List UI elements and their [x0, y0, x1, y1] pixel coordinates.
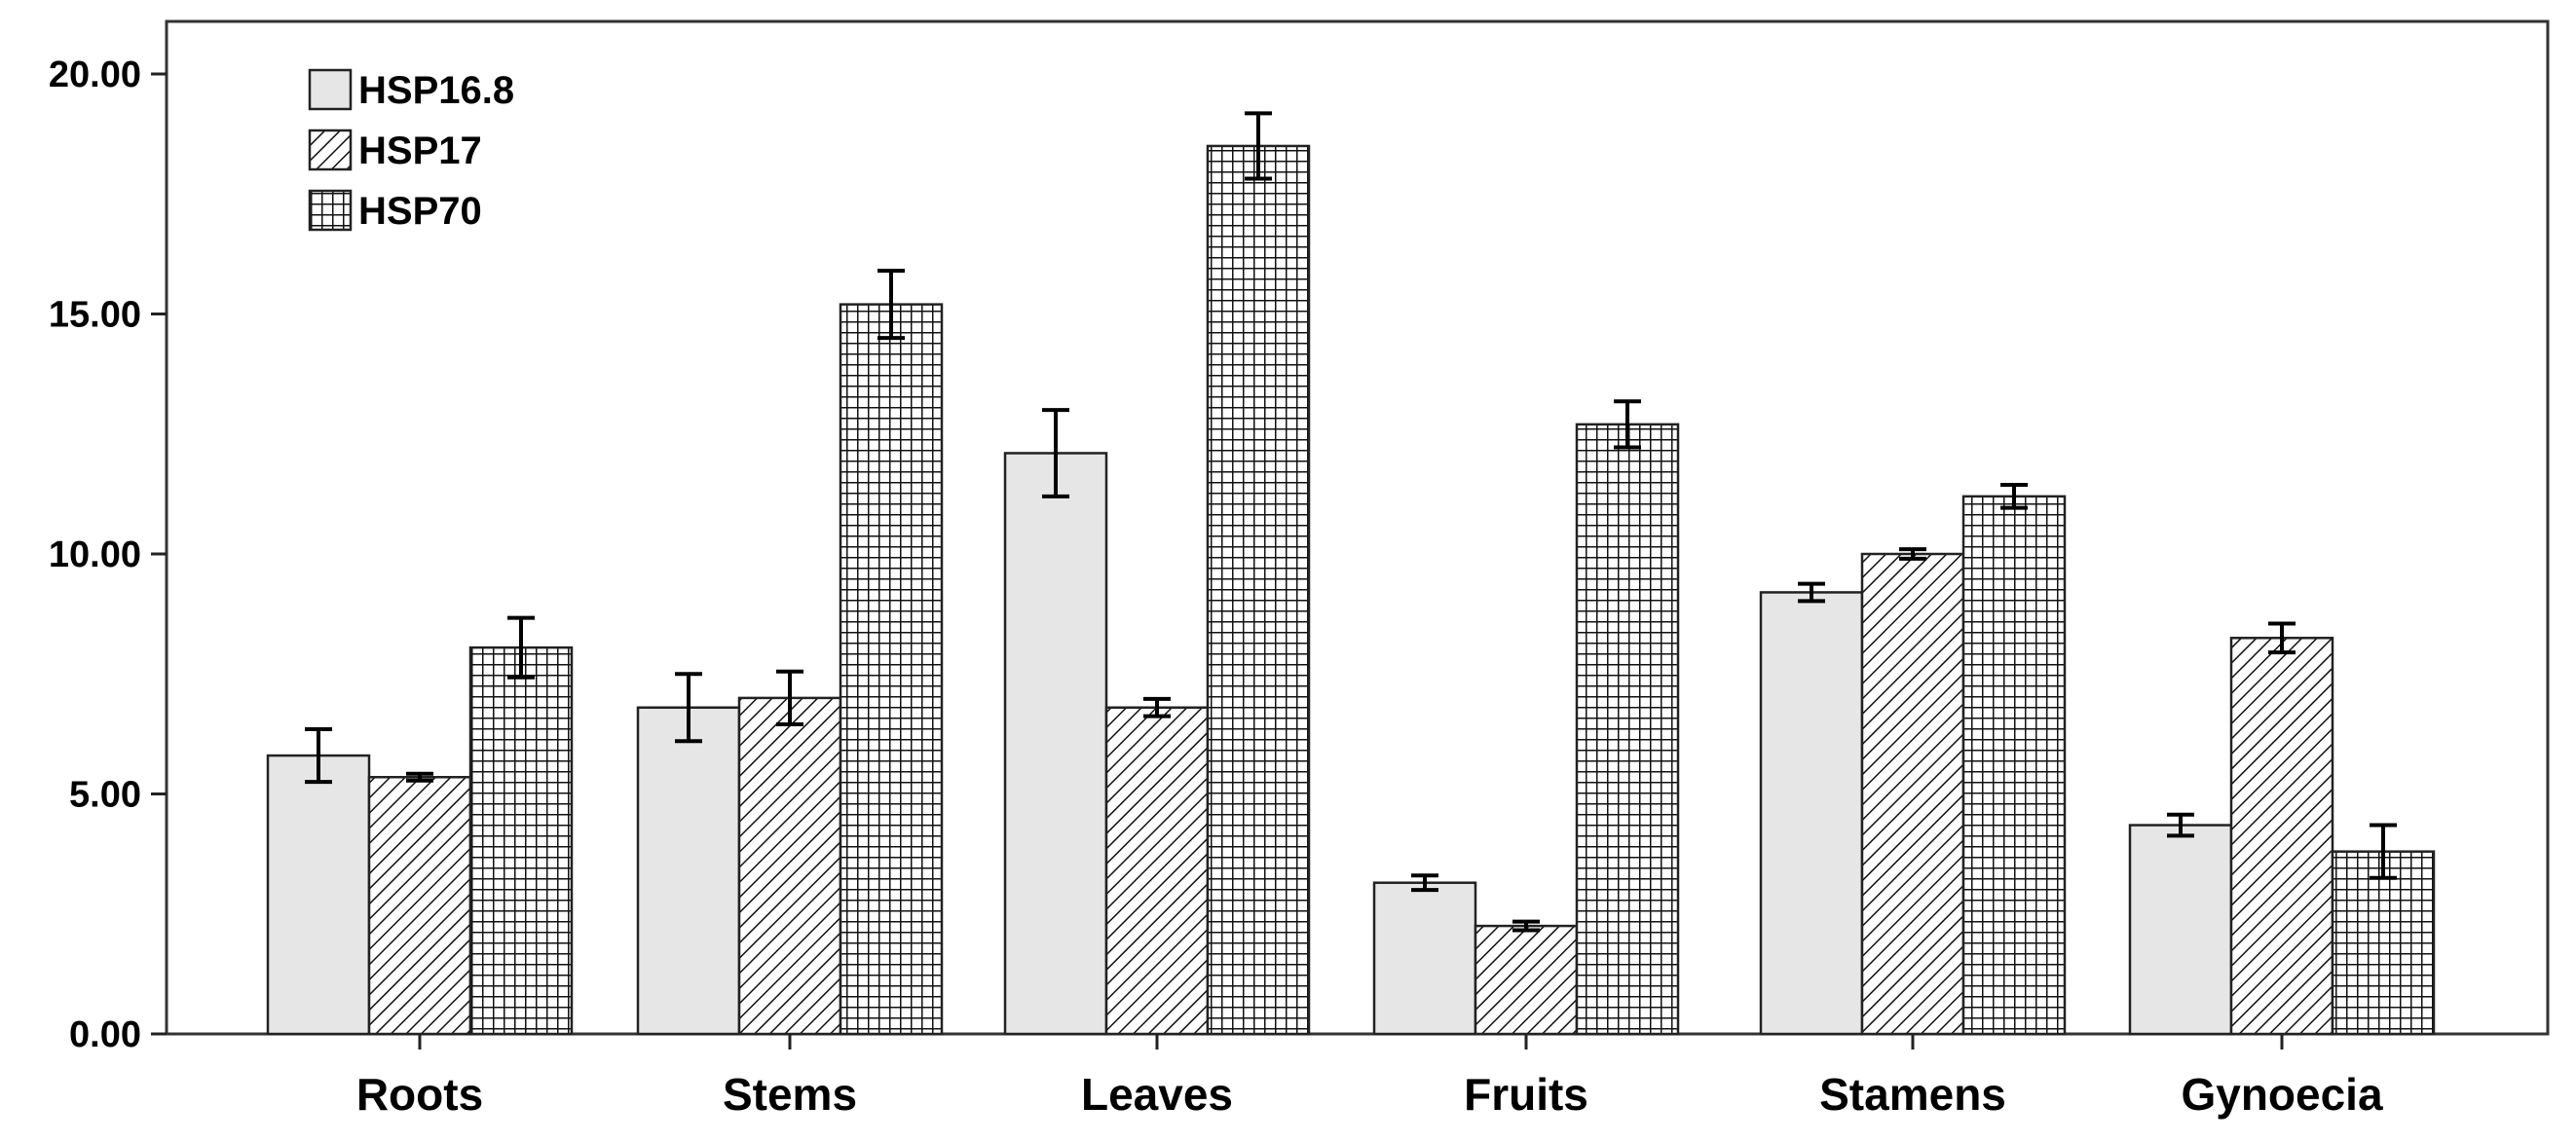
error-bar — [2370, 823, 2397, 880]
error-bar — [1245, 111, 1272, 181]
legend-swatch — [308, 129, 353, 171]
bar-hsp17-gynoecia — [2229, 637, 2334, 1036]
legend-swatch — [308, 189, 353, 232]
bar-hsp16-8-fruits — [1372, 881, 1477, 1036]
x-axis: Roots Stems Leaves Fruits Stamens Gynoecia — [356, 1034, 2383, 1120]
y-tick-label: 15.00 — [49, 295, 141, 336]
error-bar — [1042, 408, 1069, 498]
error-bar — [1798, 581, 1825, 604]
error-bar — [2268, 621, 2296, 655]
y-tick-label: 0.00 — [69, 1014, 141, 1055]
x-tick-label-stems: Stems — [723, 1069, 857, 1120]
error-bar — [507, 615, 535, 680]
y-tick-label: 5.00 — [69, 775, 141, 816]
error-bar — [1143, 696, 1171, 718]
error-bar — [675, 672, 702, 744]
x-tick-label-gynoecia: Gynoecia — [2181, 1069, 2383, 1120]
error-bar — [2167, 812, 2194, 838]
bar-hsp70-stamens — [1961, 495, 2067, 1036]
y-tick-label: 20.00 — [49, 55, 141, 95]
bar-hsp16-8-stems — [636, 706, 741, 1036]
legend-label: HSP16.8 — [358, 69, 514, 112]
bar-hsp70-stems — [839, 303, 944, 1036]
bars-layer — [266, 144, 2436, 1036]
x-tick-label-stamens: Stamens — [1819, 1069, 2006, 1120]
bar-hsp70-roots — [468, 645, 574, 1036]
legend-item-hsp16-8: HSP16.8 — [308, 68, 514, 112]
x-tick-label-roots: Roots — [356, 1069, 483, 1120]
error-bar — [2000, 483, 2028, 510]
bar-hsp70-leaves — [1206, 144, 1311, 1036]
bar-hsp16-8-roots — [266, 754, 371, 1036]
error-bar — [1899, 547, 1926, 561]
error-bar — [776, 669, 803, 727]
bar-hsp17-stamens — [1860, 552, 1965, 1036]
error-bar — [1411, 873, 1438, 893]
bar-hsp16-8-leaves — [1003, 452, 1108, 1036]
bar-hsp17-roots — [367, 775, 472, 1036]
bar-hsp17-fruits — [1474, 924, 1579, 1036]
bar-hsp70-gynoecia — [2331, 850, 2436, 1036]
legend-label: HSP17 — [358, 129, 482, 172]
legend-item-hsp17: HSP17 — [308, 129, 482, 172]
bar-hsp17-stems — [737, 696, 842, 1036]
x-tick-label-leaves: Leaves — [1081, 1069, 1233, 1120]
x-tick-label-fruits: Fruits — [1464, 1069, 1588, 1120]
error-bar — [305, 726, 332, 785]
error-bar — [1614, 399, 1641, 450]
error-bar — [406, 771, 433, 783]
plot-frame — [165, 19, 2550, 1036]
bar-hsp70-fruits — [1575, 423, 1680, 1036]
legend-label: HSP70 — [358, 190, 482, 233]
bar-hsp16-8-gynoecia — [2128, 824, 2233, 1036]
legend: HSP16.8 HSP17 HSP70 — [308, 68, 514, 233]
y-tick-label: 10.00 — [49, 534, 141, 575]
y-axis: 0.00 5.00 10.00 15.00 20.00 — [49, 55, 167, 1055]
legend-item-hsp70: HSP70 — [308, 189, 482, 233]
error-bars-layer — [305, 111, 2397, 933]
legend-swatch — [308, 68, 353, 111]
error-bar — [1512, 919, 1540, 933]
bar-hsp17-leaves — [1104, 706, 1210, 1036]
error-bar — [877, 269, 905, 341]
bar-hsp16-8-stamens — [1759, 591, 1864, 1036]
